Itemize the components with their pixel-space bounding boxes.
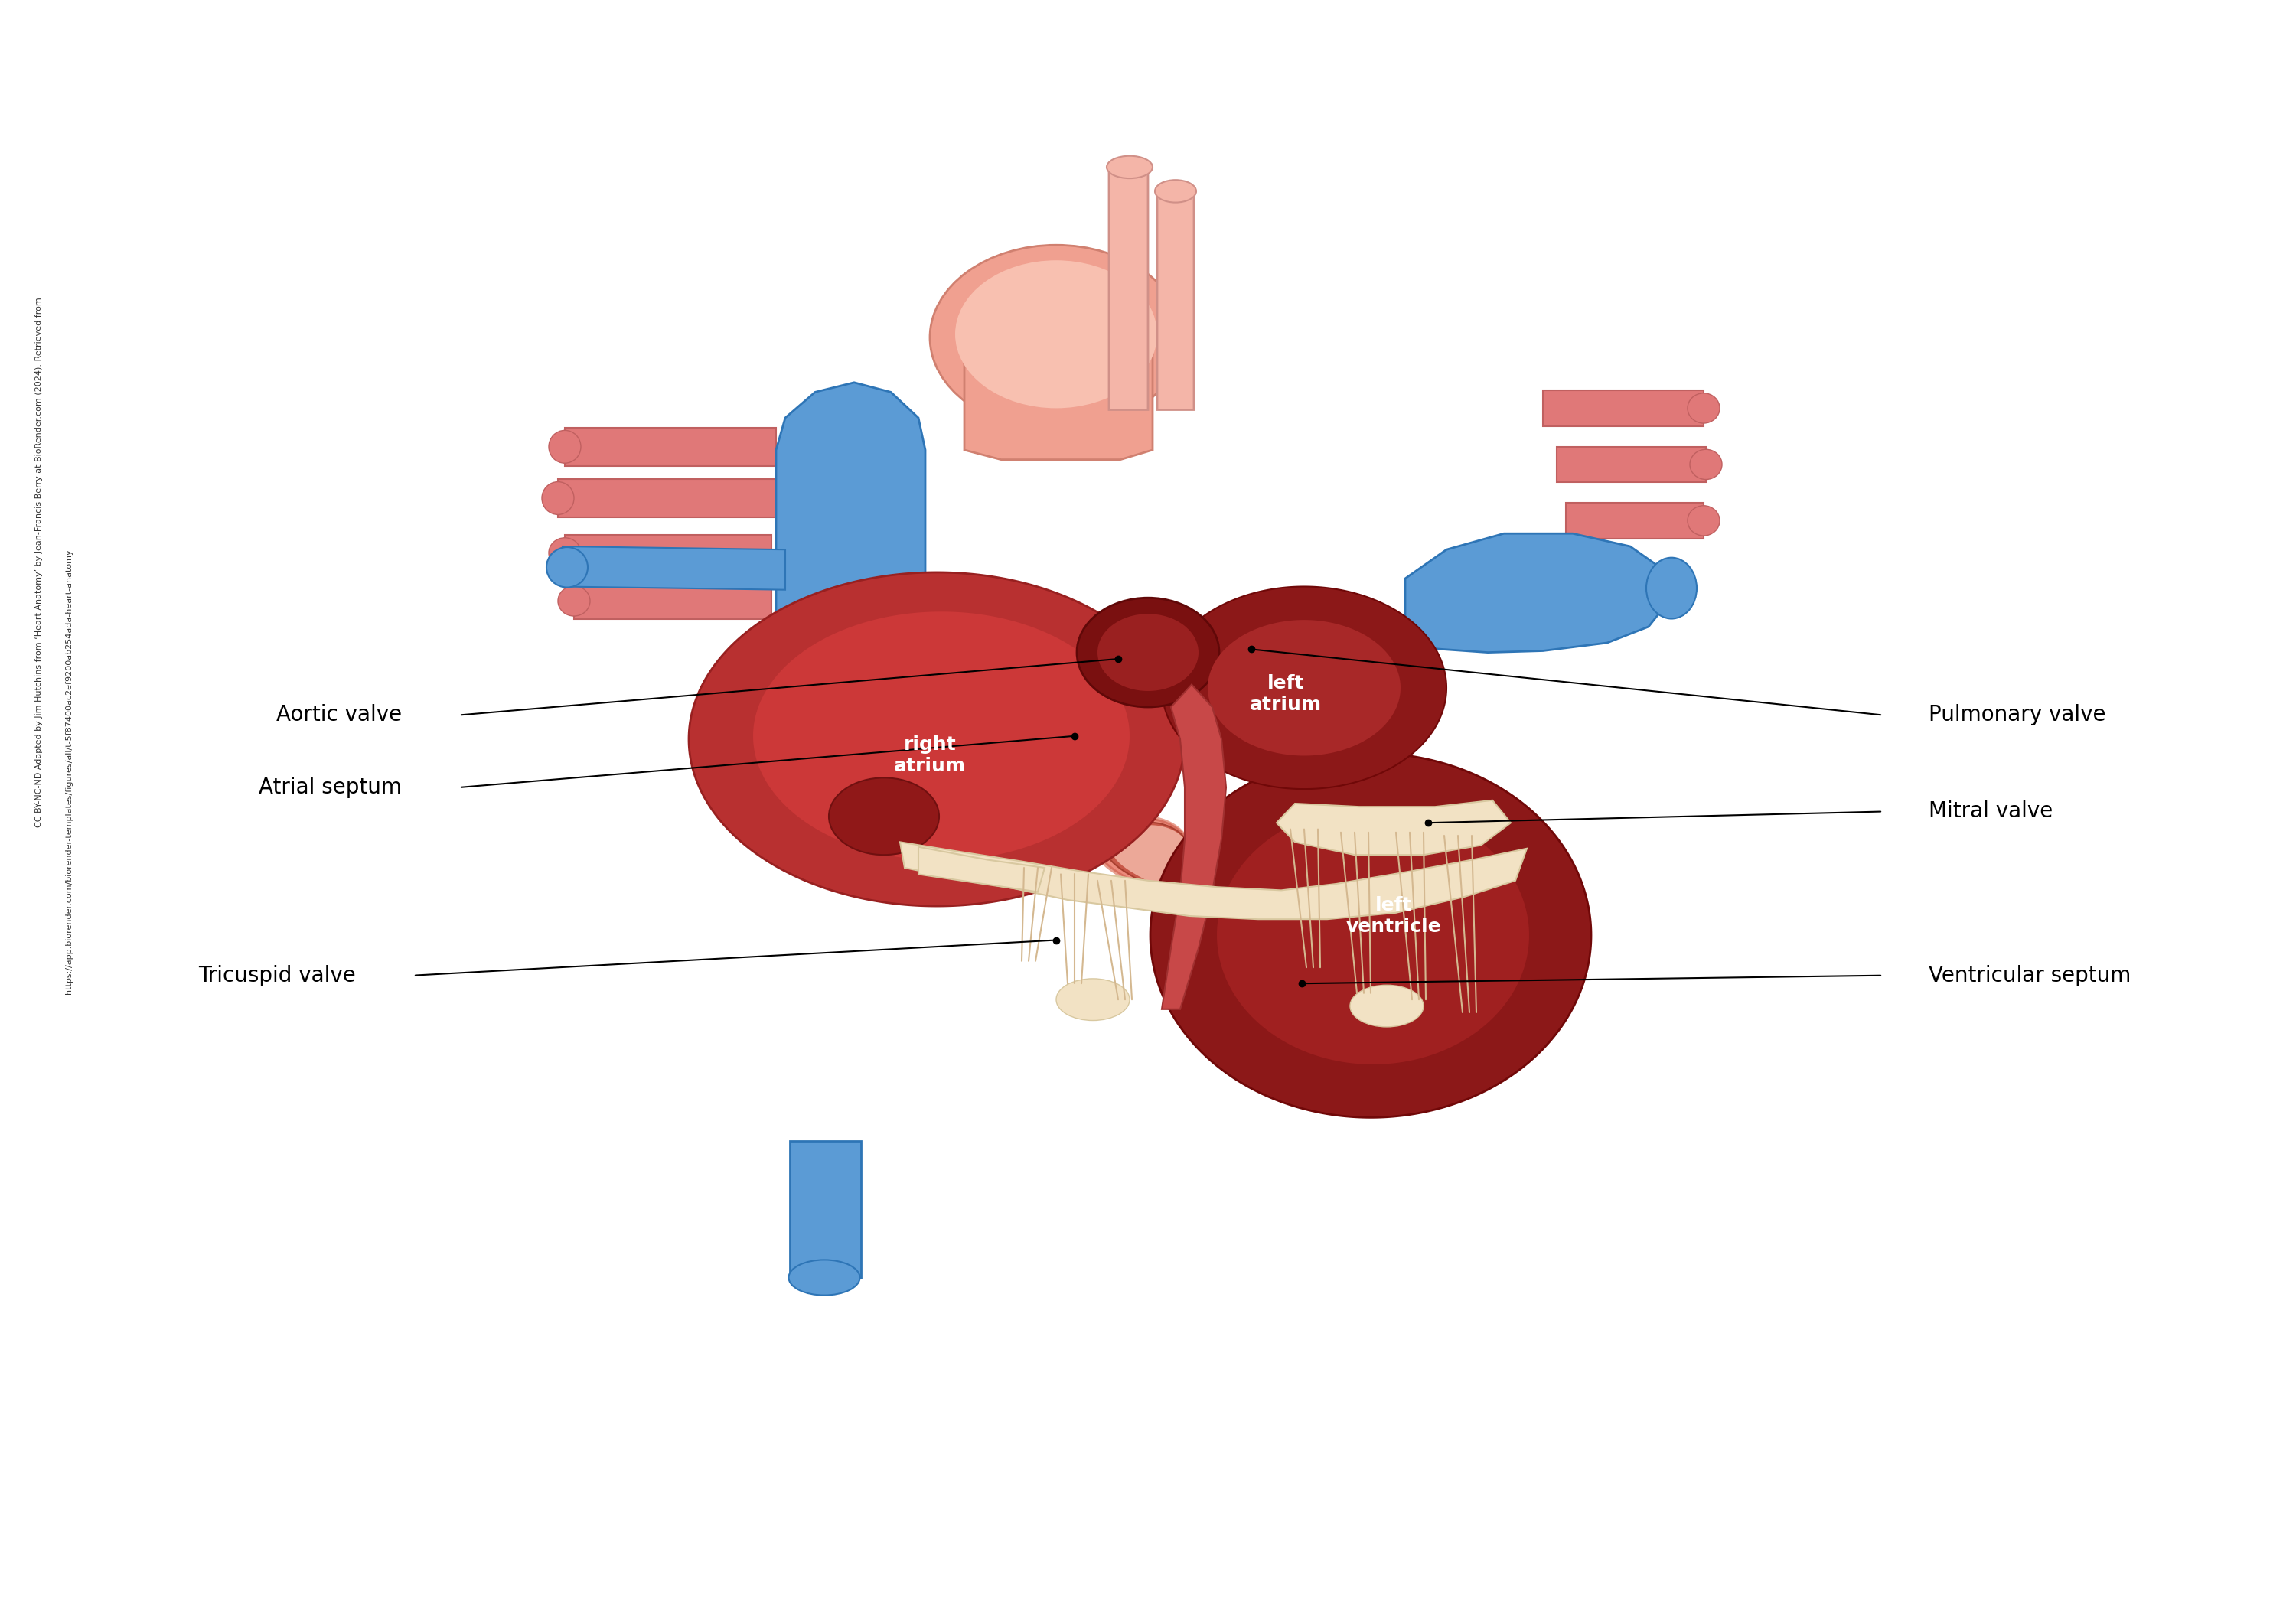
Ellipse shape bbox=[1646, 558, 1697, 619]
Polygon shape bbox=[1109, 164, 1148, 410]
Polygon shape bbox=[1566, 503, 1704, 538]
Polygon shape bbox=[565, 427, 776, 466]
Text: Aortic valve: Aortic valve bbox=[276, 704, 402, 726]
Polygon shape bbox=[1162, 685, 1226, 1009]
Ellipse shape bbox=[549, 538, 581, 567]
Polygon shape bbox=[918, 847, 1045, 892]
Text: https://app.biorender.com/biorender-templates/figures/all/t-5f87400ac2ef9200ab25: https://app.biorender.com/biorender-temp… bbox=[64, 550, 73, 993]
Polygon shape bbox=[574, 583, 771, 619]
Polygon shape bbox=[565, 535, 771, 570]
Polygon shape bbox=[1405, 534, 1671, 652]
Polygon shape bbox=[964, 329, 1153, 460]
Ellipse shape bbox=[549, 431, 581, 463]
Text: Atrial septum: Atrial septum bbox=[259, 776, 402, 799]
Text: left
ventricle: left ventricle bbox=[1345, 897, 1442, 935]
Polygon shape bbox=[1095, 816, 1279, 921]
Polygon shape bbox=[1157, 188, 1194, 410]
Ellipse shape bbox=[546, 546, 588, 587]
Polygon shape bbox=[1217, 807, 1529, 1064]
Text: Pulmonary valve: Pulmonary valve bbox=[1929, 704, 2105, 726]
Polygon shape bbox=[1111, 824, 1263, 910]
Text: right
ventricle: right ventricle bbox=[1077, 1033, 1173, 1072]
Ellipse shape bbox=[1097, 614, 1199, 691]
Polygon shape bbox=[1277, 800, 1511, 855]
Ellipse shape bbox=[790, 1260, 859, 1295]
Polygon shape bbox=[1150, 754, 1591, 1117]
Polygon shape bbox=[900, 842, 1527, 919]
Text: Ventricular septum: Ventricular septum bbox=[1929, 964, 2131, 987]
Text: right
atrium: right atrium bbox=[893, 736, 967, 775]
Text: Tricuspid valve: Tricuspid valve bbox=[197, 964, 356, 987]
Text: Mitral valve: Mitral valve bbox=[1929, 800, 2053, 823]
Ellipse shape bbox=[1155, 180, 1196, 202]
Polygon shape bbox=[790, 1141, 861, 1278]
Ellipse shape bbox=[930, 244, 1182, 429]
Ellipse shape bbox=[1688, 394, 1720, 423]
Polygon shape bbox=[1097, 818, 1277, 919]
Polygon shape bbox=[776, 382, 925, 710]
Ellipse shape bbox=[1688, 506, 1720, 535]
Ellipse shape bbox=[542, 482, 574, 514]
Ellipse shape bbox=[1690, 450, 1722, 479]
Ellipse shape bbox=[1077, 598, 1219, 707]
Ellipse shape bbox=[1107, 156, 1153, 178]
Polygon shape bbox=[1208, 620, 1401, 755]
Text: CC BY-NC-ND Adapted by Jim Hutchins from ‘Heart Anatomy’ by Jean-Francis Berry a: CC BY-NC-ND Adapted by Jim Hutchins from… bbox=[34, 297, 44, 828]
Ellipse shape bbox=[829, 778, 939, 855]
Polygon shape bbox=[558, 479, 776, 517]
Polygon shape bbox=[1543, 391, 1704, 426]
Polygon shape bbox=[753, 612, 1130, 860]
Ellipse shape bbox=[955, 260, 1157, 408]
Ellipse shape bbox=[1350, 985, 1424, 1027]
Text: left
atrium: left atrium bbox=[1249, 675, 1322, 714]
Ellipse shape bbox=[558, 587, 590, 615]
Ellipse shape bbox=[1056, 979, 1130, 1020]
Polygon shape bbox=[1162, 587, 1446, 789]
Polygon shape bbox=[563, 546, 785, 590]
Polygon shape bbox=[1557, 447, 1706, 482]
Polygon shape bbox=[1104, 823, 1270, 913]
Polygon shape bbox=[689, 572, 1185, 906]
